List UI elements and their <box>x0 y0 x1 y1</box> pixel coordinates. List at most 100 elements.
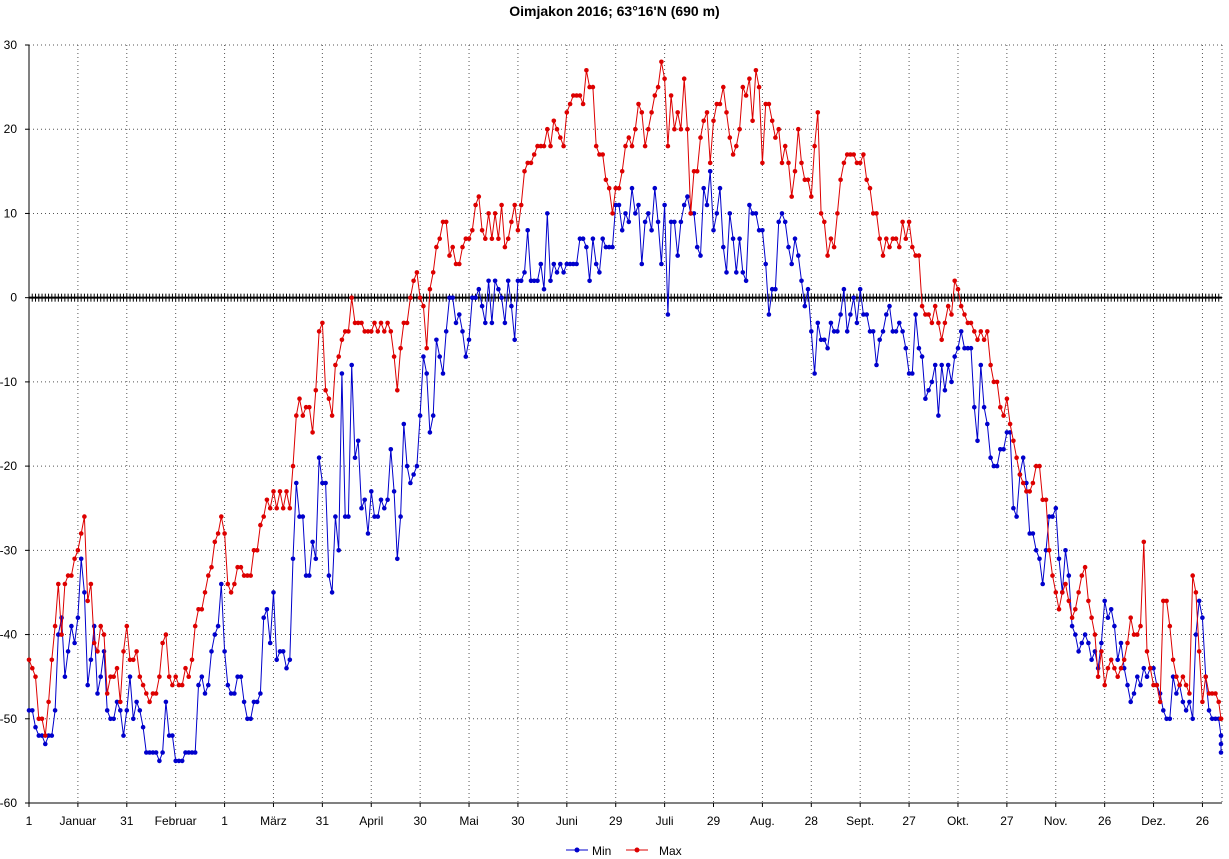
data-point-min <box>740 270 746 275</box>
data-point-max <box>704 110 710 115</box>
data-point-max <box>747 76 752 81</box>
legend-max-label: Max <box>659 844 682 858</box>
data-point-min <box>88 657 94 663</box>
data-point-min <box>336 548 342 553</box>
data-point-max <box>251 548 257 553</box>
data-point-max <box>486 211 491 216</box>
data-point-min <box>619 228 625 233</box>
data-point-min <box>78 556 84 562</box>
data-point-min <box>287 657 293 663</box>
data-point-max <box>212 539 218 545</box>
data-point-min <box>590 236 596 241</box>
data-point-max <box>1115 674 1120 679</box>
data-point-max <box>802 177 808 183</box>
data-point-min <box>98 674 103 679</box>
data-point-max <box>985 329 990 334</box>
data-point-min <box>906 371 912 376</box>
data-point-min <box>294 480 299 486</box>
data-point-min <box>258 691 263 696</box>
data-point-min <box>567 261 573 267</box>
data-point-min <box>215 623 221 629</box>
data-point-max <box>792 169 798 174</box>
data-point-max <box>326 396 332 402</box>
data-point-max <box>196 607 201 612</box>
data-point-min <box>1040 581 1045 587</box>
data-point-min <box>626 219 632 225</box>
data-point-max <box>134 649 139 654</box>
data-point-min <box>681 202 687 208</box>
data-point-max <box>655 84 661 90</box>
data-point-min <box>707 169 713 174</box>
data-point-max <box>131 657 136 663</box>
data-point-max <box>427 286 433 292</box>
data-point-min <box>333 514 338 519</box>
data-point-max <box>629 143 635 149</box>
data-point-max <box>339 337 345 343</box>
data-point-max <box>320 320 325 326</box>
data-point-max <box>303 404 309 410</box>
data-point-min <box>949 379 954 385</box>
data-point-min <box>496 286 501 292</box>
data-point-max <box>1170 657 1176 663</box>
data-point-min <box>450 295 456 301</box>
data-point-max <box>727 135 733 140</box>
data-point-min <box>926 388 931 393</box>
data-point-min <box>72 640 77 646</box>
data-point-max <box>737 126 742 132</box>
data-point-max <box>192 623 198 629</box>
data-point-min <box>1046 514 1052 519</box>
data-point-max <box>1180 674 1186 679</box>
data-point-max <box>202 590 208 595</box>
data-point-max <box>313 388 319 393</box>
axes: 30 20 10 0 -10 -20 -30 -40 -50 -60 1 Januar 31 Februa… <box>0 38 1222 828</box>
data-point-min <box>111 716 116 722</box>
data-point-max <box>362 329 368 334</box>
data-point-min <box>486 278 491 284</box>
y-tick-label: 10 <box>4 206 18 220</box>
data-point-min <box>753 211 759 216</box>
data-point-min <box>825 345 830 351</box>
data-point-max <box>857 160 863 166</box>
data-point-max <box>903 236 909 241</box>
data-point-max <box>998 404 1003 410</box>
data-point-min <box>1082 632 1088 637</box>
data-point-min <box>1164 716 1169 722</box>
data-point-max <box>642 143 648 149</box>
data-point-min <box>694 244 700 250</box>
data-point-max <box>600 152 605 157</box>
x-tick-label: 31 <box>120 814 134 828</box>
data-point-min <box>587 278 592 284</box>
data-point-max <box>952 278 957 284</box>
data-point-min <box>320 480 325 486</box>
data-point-min <box>163 699 169 705</box>
data-point-min <box>443 329 449 334</box>
data-point-max <box>1151 682 1156 688</box>
data-point-min <box>900 329 905 334</box>
data-point-min <box>310 539 315 545</box>
data-point-min <box>261 615 267 620</box>
data-point-min <box>1102 598 1107 604</box>
data-point-min <box>1086 640 1091 646</box>
data-point-max <box>848 152 853 157</box>
x-tick-label: Sept. <box>846 814 874 828</box>
data-point-min <box>743 278 749 284</box>
x-tick-label: Februar <box>155 814 197 828</box>
data-point-min <box>245 716 250 722</box>
data-point-min <box>968 345 974 351</box>
data-point-min <box>633 211 638 216</box>
data-point-max <box>140 682 146 688</box>
data-point-min <box>584 244 589 250</box>
y-tick-label: -20 <box>0 459 17 473</box>
data-point-max <box>714 101 720 107</box>
data-point-max <box>1105 665 1111 671</box>
data-point-max <box>447 253 452 258</box>
data-point-min <box>802 303 808 309</box>
data-point-min <box>222 649 227 654</box>
data-point-max <box>1209 691 1215 696</box>
data-point-max <box>975 337 980 343</box>
data-point-max <box>893 236 899 241</box>
data-point-max <box>209 564 214 570</box>
x-tick-label: 30 <box>413 814 427 828</box>
data-point-min <box>965 345 971 351</box>
data-point-min <box>981 404 987 410</box>
